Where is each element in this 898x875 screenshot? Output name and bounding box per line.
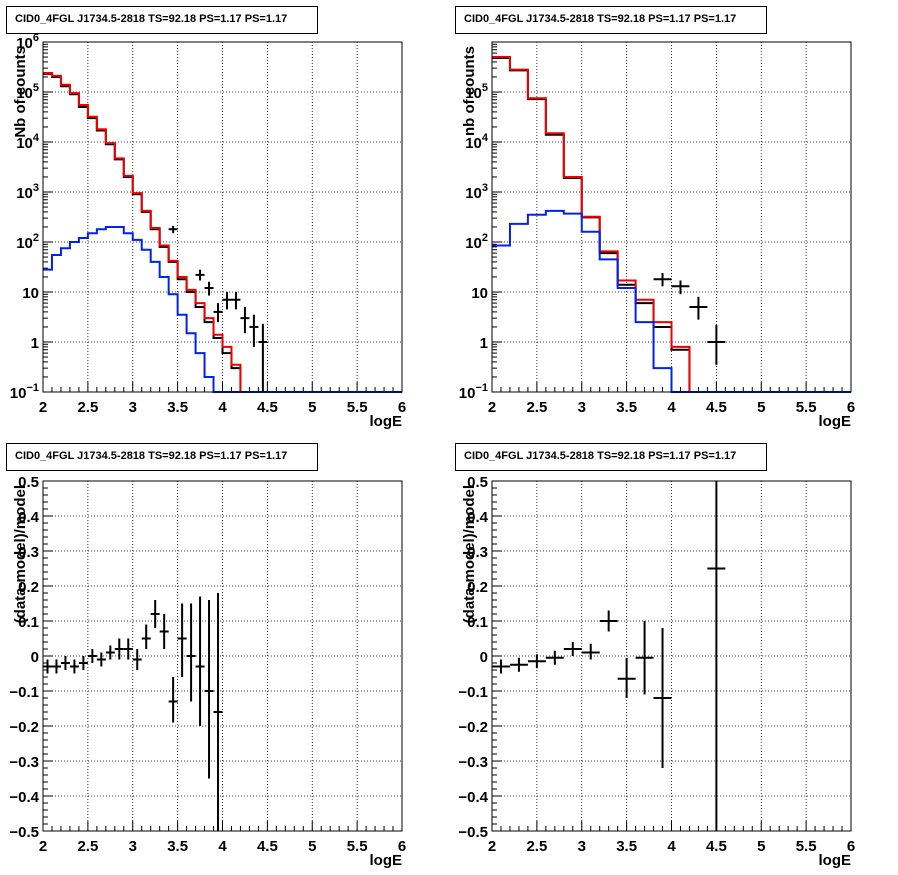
y-tick-label: −0.5 [458, 824, 488, 841]
plot-frame [491, 480, 852, 832]
x-tick-label: 4 [667, 399, 676, 416]
y-tick-label: 0 [31, 649, 39, 666]
x-tick-label: 2.5 [526, 399, 547, 416]
y-tick-label: 105 [465, 82, 488, 102]
x-axis-label: logE [819, 413, 852, 430]
y-tick-label: 0.4 [467, 509, 489, 526]
x-axis-label: logE [819, 852, 852, 869]
x-tick-label: 2.5 [77, 838, 98, 855]
x-tick-label: 5 [308, 838, 316, 855]
x-tick-label: 5.5 [347, 399, 368, 416]
y-tick-label: 1 [31, 335, 39, 352]
y-tick-label: 103 [16, 182, 39, 202]
y-tick-label: 103 [465, 182, 488, 202]
chart-title: CID0_4FGL J1734.5-2818 TS=92.18 PS=1.17 … [455, 443, 767, 471]
chart-title: CID0_4FGL J1734.5-2818 TS=92.18 PS=1.17 … [6, 443, 318, 471]
x-tick-label: 3.5 [167, 838, 188, 855]
plot-frame [42, 41, 403, 393]
y-tick-label: −0.2 [9, 719, 39, 736]
y-tick-label: 104 [16, 132, 40, 152]
y-tick-label: −0.3 [9, 754, 39, 771]
x-tick-label: 2.5 [77, 399, 98, 416]
x-tick-label: 5 [308, 399, 316, 416]
y-tick-label: 0.1 [18, 614, 39, 631]
y-tick-label: 105 [16, 82, 39, 102]
x-tick-label: 5 [757, 399, 765, 416]
y-tick-label: 0.3 [18, 544, 39, 561]
x-tick-label: 2 [488, 399, 496, 416]
x-tick-label: 2 [39, 399, 47, 416]
y-tick-label: −0.1 [9, 684, 39, 701]
y-axis-label: (data-model)/model [12, 485, 29, 623]
y-tick-label: 0.2 [467, 579, 488, 596]
x-tick-label: 4 [667, 838, 676, 855]
histogram-series-0 [43, 72, 402, 393]
plot-frame [42, 480, 403, 832]
y-tick-label: −0.5 [9, 824, 39, 841]
x-tick-label: 3 [129, 838, 137, 855]
y-tick-label: −0.4 [458, 789, 488, 806]
x-tick-label: 5 [757, 838, 765, 855]
y-tick-label: 106 [16, 32, 39, 52]
x-tick-label: 4.5 [706, 399, 727, 416]
plot-frame [491, 41, 852, 393]
x-tick-label: 3 [578, 399, 586, 416]
x-tick-label: 5.5 [347, 838, 368, 855]
x-tick-label: 3 [578, 838, 586, 855]
y-tick-label: 0.3 [467, 544, 488, 561]
x-tick-label: 4 [218, 838, 227, 855]
y-axis-label: Nb of counts [12, 46, 29, 138]
x-axis-label: logE [370, 852, 403, 869]
x-tick-label: 6 [847, 399, 855, 416]
chart-title: CID0_4FGL J1734.5-2818 TS=92.18 PS=1.17 … [6, 6, 318, 34]
x-tick-label: 6 [398, 838, 406, 855]
histogram-series-1 [492, 56, 851, 393]
y-tick-label: 1 [480, 335, 488, 352]
histogram-series-2 [43, 225, 402, 393]
y-tick-label: −0.4 [9, 789, 39, 806]
y-tick-label: −0.2 [458, 719, 488, 736]
x-axis-label: logE [370, 413, 403, 430]
x-tick-label: 3.5 [616, 838, 637, 855]
x-tick-label: 2 [39, 838, 47, 855]
x-tick-label: 5.5 [796, 838, 817, 855]
y-tick-label: 104 [465, 132, 489, 152]
y-tick-label: 10−1 [459, 382, 488, 402]
y-tick-label: 10 [22, 285, 39, 302]
histogram-series-0 [492, 56, 851, 393]
chart-title: CID0_4FGL J1734.5-2818 TS=92.18 PS=1.17 … [455, 6, 767, 34]
x-tick-label: 4.5 [257, 838, 278, 855]
x-tick-label: 4 [218, 399, 227, 416]
y-tick-label: 102 [16, 232, 39, 252]
y-tick-label: −0.3 [458, 754, 488, 771]
y-tick-label: 102 [465, 232, 488, 252]
x-tick-label: 3 [129, 399, 137, 416]
histogram-series-2 [492, 209, 851, 393]
x-tick-label: 5.5 [796, 399, 817, 416]
x-tick-label: 2.5 [526, 838, 547, 855]
y-tick-label: 0.5 [467, 474, 488, 491]
y-tick-label: 0.4 [18, 509, 40, 526]
y-tick-label: 0 [480, 649, 488, 666]
x-tick-label: 2 [488, 838, 496, 855]
x-tick-label: 6 [398, 399, 406, 416]
y-tick-label: 0.1 [467, 614, 488, 631]
x-tick-label: 3.5 [616, 399, 637, 416]
y-axis-label: (data-model)/model [461, 485, 478, 623]
y-tick-label: 10 [471, 285, 488, 302]
x-tick-label: 4.5 [706, 838, 727, 855]
y-tick-label: 10−1 [10, 382, 39, 402]
y-tick-label: 0.5 [18, 474, 39, 491]
x-tick-label: 6 [847, 838, 855, 855]
x-tick-label: 4.5 [257, 399, 278, 416]
y-tick-label: 0.2 [18, 579, 39, 596]
histogram-series-1 [43, 71, 402, 393]
x-tick-label: 3.5 [167, 399, 188, 416]
y-axis-label: nb of counts [461, 46, 478, 136]
y-tick-label: −0.1 [458, 684, 488, 701]
